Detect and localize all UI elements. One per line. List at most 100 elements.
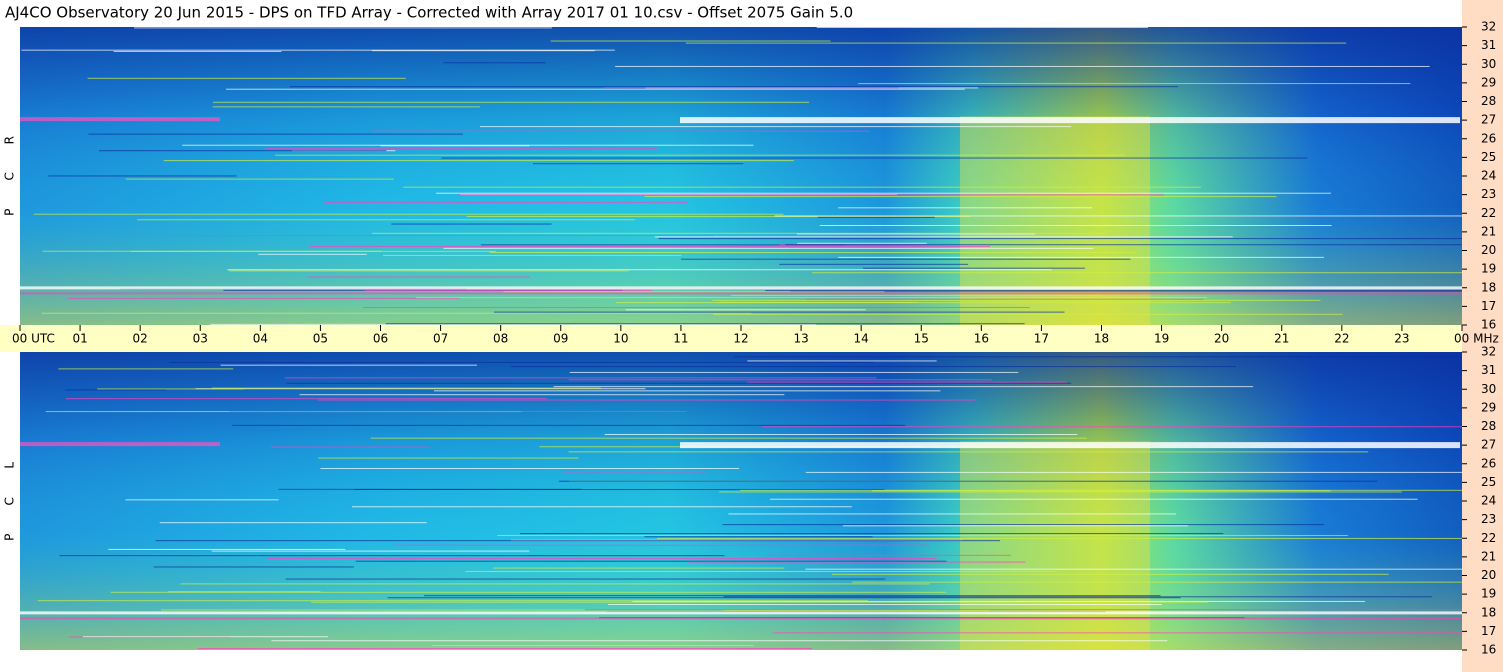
interference-line <box>563 472 706 474</box>
interference-line <box>657 537 1462 539</box>
interference-line <box>180 583 930 585</box>
interference-line <box>766 554 1011 556</box>
time-label: 14 <box>854 332 869 346</box>
interference-line <box>58 368 234 370</box>
band-27-left <box>20 442 220 447</box>
interference-line <box>831 573 1389 575</box>
interference-line <box>275 154 1125 156</box>
time-label: 00 UTC <box>12 332 55 346</box>
time-label: 22 <box>1334 332 1349 346</box>
interference-line <box>796 233 1036 235</box>
interference-line <box>137 219 636 221</box>
interference-line <box>163 160 794 162</box>
interference-line <box>155 540 1001 542</box>
freq-label: 27 <box>1481 113 1496 127</box>
freq-label: 29 <box>1481 75 1496 89</box>
interference-line <box>210 323 817 325</box>
interference-line <box>371 50 595 52</box>
time-label: 06 <box>373 332 388 346</box>
interference-line <box>212 106 480 108</box>
interference-line <box>134 27 552 29</box>
time-axis-strip <box>0 325 1462 352</box>
time-label: 19 <box>1154 332 1169 346</box>
interference-line <box>307 276 530 278</box>
interference-line <box>774 215 1462 217</box>
interference-line <box>584 609 1462 611</box>
interference-line <box>211 550 530 552</box>
time-label: 02 <box>133 332 148 346</box>
interference-line <box>733 356 1462 358</box>
interference-line <box>41 312 752 314</box>
interference-line <box>685 42 1347 44</box>
interference-line <box>568 451 1369 453</box>
interference-line <box>87 77 406 79</box>
interference-line <box>615 302 1231 304</box>
freq-label: 22 <box>1481 531 1496 545</box>
freq-label: 16 <box>1481 318 1496 332</box>
interference-line <box>232 424 906 426</box>
interference-line <box>489 252 1138 254</box>
interference-line <box>872 490 1331 492</box>
freq-label: 19 <box>1481 587 1496 601</box>
interference-line <box>480 244 845 246</box>
freq-label: 17 <box>1481 299 1496 313</box>
time-label: 15 <box>914 332 929 346</box>
interference-line <box>644 196 1277 198</box>
freq-label: 20 <box>1481 243 1496 257</box>
time-label: 01 <box>72 332 87 346</box>
interference-line <box>265 147 657 149</box>
interference-line <box>37 600 868 602</box>
interference-line <box>520 533 1224 535</box>
time-label: 16 <box>974 332 989 346</box>
interference-line <box>226 88 965 90</box>
freq-label: 18 <box>1481 605 1496 619</box>
interference-line <box>838 207 1092 209</box>
interference-line <box>687 561 1026 563</box>
interference-line <box>67 297 460 299</box>
interference-line <box>712 299 1321 301</box>
freq-label: 26 <box>1481 456 1496 470</box>
interference-line <box>644 536 873 538</box>
interference-line <box>569 371 1019 373</box>
interference-line <box>108 548 346 550</box>
interference-line <box>863 267 1085 269</box>
freq-label: 30 <box>1481 382 1496 396</box>
interference-line <box>66 235 714 237</box>
freq-label: 32 <box>1481 20 1496 34</box>
freq-label: 24 <box>1481 494 1496 508</box>
interference-line <box>289 86 1179 88</box>
interference-line <box>391 223 552 225</box>
interference-line <box>212 101 809 103</box>
interference-line <box>466 216 971 218</box>
band-27 <box>680 117 1460 124</box>
freq-label: 18 <box>1481 280 1496 294</box>
interference-line <box>113 50 282 52</box>
interference-line <box>65 398 547 400</box>
interference-line <box>229 270 629 272</box>
interference-line <box>816 27 1149 29</box>
freq-label: 24 <box>1481 169 1496 183</box>
interference-line <box>680 258 1131 260</box>
freq-label: 25 <box>1481 475 1496 489</box>
interference-line <box>195 388 646 390</box>
interference-line <box>805 471 1462 473</box>
interference-line <box>372 130 870 132</box>
interference-line <box>354 488 885 490</box>
interference-line <box>785 244 1462 246</box>
interference-line <box>125 178 394 180</box>
interference-line <box>723 596 1433 598</box>
time-label: 17 <box>1034 332 1049 346</box>
interference-line <box>220 364 477 366</box>
interference-line <box>211 387 601 389</box>
interference-line <box>503 291 885 293</box>
interference-line <box>434 390 941 392</box>
interference-line <box>568 379 992 381</box>
panel-label: P <box>3 534 17 541</box>
freq-label: 27 <box>1481 438 1496 452</box>
interference-line <box>432 644 754 646</box>
freq-label: 31 <box>1481 38 1496 52</box>
interference-line <box>723 609 990 611</box>
interference-line <box>532 163 744 165</box>
band-27 <box>680 442 1460 449</box>
interference-line <box>21 49 615 51</box>
